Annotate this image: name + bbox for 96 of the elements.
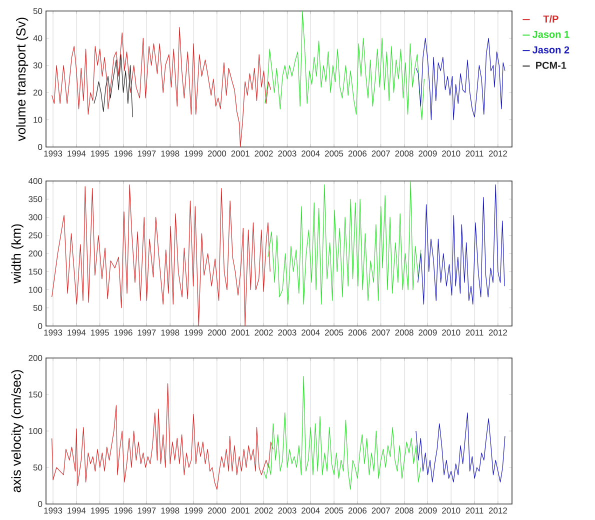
x-tick-label: 1995	[91, 330, 109, 336]
y-tick-label: 300	[28, 214, 42, 220]
y-tick-label: 200	[28, 355, 42, 362]
x-tick-label: 2002	[254, 150, 273, 157]
y-tick-label: 0	[38, 144, 42, 150]
x-tick-label: 1997	[138, 330, 156, 336]
x-tick-label: 1999	[184, 150, 203, 157]
x-tick-label: 1995	[91, 508, 109, 514]
x-tick-label: 1994	[68, 330, 86, 336]
y-tick-label: 400	[28, 178, 42, 184]
x-tick-label: 2001	[231, 330, 250, 336]
x-tick-label: 2003	[278, 508, 296, 514]
x-tick-label: 2002	[254, 508, 273, 514]
line-series	[263, 376, 421, 490]
x-tick-label: 1996	[114, 508, 132, 514]
x-tick-label: 2002	[254, 330, 273, 336]
x-tick-label: 1996	[114, 330, 132, 336]
x-tick-label: 2003	[278, 330, 296, 336]
x-tick-label: 1993	[44, 150, 62, 157]
y-tick-label: 100	[28, 428, 42, 434]
y-tick-label: 250	[28, 232, 42, 238]
x-tick-label: 2012	[488, 330, 507, 336]
legend-label: Jason 1	[532, 30, 570, 38]
x-tick-label: 2004	[302, 330, 320, 336]
legend-label: Jason 2	[532, 46, 570, 54]
x-tick-label: 2005	[325, 508, 344, 514]
x-tick-label: 2006	[348, 508, 367, 514]
x-tick-label: 2008	[395, 330, 414, 336]
y-axis-title: axis velocity (cm/sec)	[11, 370, 24, 492]
x-tick-label: 2004	[302, 150, 320, 157]
x-tick-label: 2009	[418, 508, 437, 514]
x-tick-label: 2011	[466, 150, 484, 157]
x-tick-label: 2012	[488, 508, 507, 514]
y-tick-label: 0	[38, 501, 42, 508]
y-tick-label: 0	[38, 323, 42, 330]
x-tick-label: 2004	[302, 508, 320, 514]
x-tick-label: 2012	[488, 150, 507, 157]
x-tick-label: 2005	[325, 330, 344, 336]
x-tick-label: 2010	[442, 150, 460, 157]
x-tick-label: 2007	[372, 508, 390, 514]
x-tick-label: 2008	[395, 150, 414, 157]
x-tick-label: 1997	[138, 150, 156, 157]
x-tick-label: 2000	[208, 330, 226, 336]
line-series	[264, 11, 424, 120]
y-tick-label: 200	[28, 250, 42, 257]
y-tick-label: 50	[33, 304, 42, 311]
x-tick-label: 2009	[418, 330, 437, 336]
line-series	[52, 184, 270, 326]
x-tick-label: 2005	[325, 150, 344, 157]
x-tick-label: 2003	[278, 150, 296, 157]
x-tick-label: 2008	[395, 508, 414, 514]
x-tick-label: 1998	[161, 508, 180, 514]
y-tick-label: 20	[33, 90, 42, 96]
x-tick-label: 2009	[418, 150, 437, 157]
x-tick-label: 1994	[68, 150, 86, 157]
y-tick-label: 50	[33, 8, 42, 14]
x-tick-label: 1999	[184, 330, 203, 336]
x-tick-label: 2006	[348, 150, 367, 157]
y-tick-label: 50	[33, 464, 42, 471]
x-tick-label: 2000	[208, 508, 226, 514]
x-tick-label: 2011	[466, 330, 484, 336]
y-tick-label: 150	[28, 268, 42, 275]
y-tick-label: 150	[28, 392, 42, 398]
line-series	[52, 27, 272, 147]
x-tick-label: 2007	[372, 150, 390, 157]
line-series	[416, 38, 506, 120]
x-tick-label: 1994	[68, 508, 86, 514]
legend-label: PCM-1	[536, 62, 566, 69]
x-tick-label: 2001	[231, 150, 250, 157]
line-series	[94, 54, 133, 118]
x-tick-label: 2007	[372, 330, 390, 336]
line-series	[268, 181, 422, 305]
line-series	[418, 184, 505, 305]
x-tick-label: 1999	[184, 508, 203, 514]
x-tick-label: 2000	[208, 150, 226, 157]
y-tick-label: 100	[28, 286, 42, 293]
x-tick-label: 1995	[91, 150, 109, 157]
x-tick-label: 2001	[231, 508, 250, 514]
x-tick-label: 2010	[442, 508, 460, 514]
x-tick-label: 2010	[442, 330, 460, 336]
x-tick-label: 1998	[161, 330, 180, 336]
y-axis-title: width (km)	[11, 224, 24, 284]
line-series	[52, 383, 274, 490]
x-tick-label: 1996	[114, 150, 132, 157]
x-tick-label: 1998	[161, 150, 180, 157]
y-axis-title: volume transport (Sv)	[16, 18, 28, 142]
y-tick-label: 40	[33, 35, 42, 42]
x-tick-label: 2006	[348, 330, 367, 336]
y-tick-label: 350	[28, 196, 42, 202]
x-tick-label: 2011	[466, 508, 484, 514]
x-tick-label: 1993	[44, 330, 62, 336]
x-tick-label: 1993	[44, 508, 62, 514]
y-tick-label: 10	[34, 116, 42, 123]
legend-label: T/P	[543, 15, 558, 23]
y-tick-label: 30	[33, 62, 42, 68]
x-tick-label: 1997	[138, 508, 156, 514]
